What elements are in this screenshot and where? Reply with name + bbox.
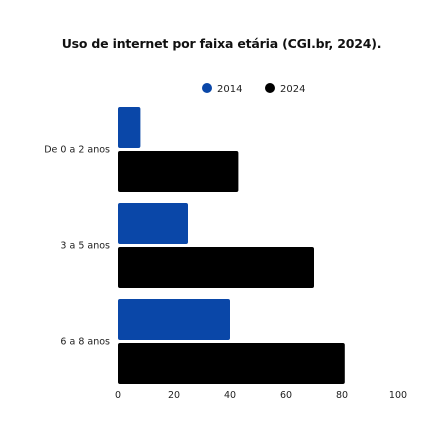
x-tick-label: 100 bbox=[389, 390, 407, 401]
x-axis-labels: 0 20 40 60 80 100 bbox=[115, 390, 407, 401]
bars-group bbox=[118, 107, 345, 384]
y-tick-label: 6 a 8 anos bbox=[60, 337, 110, 348]
legend-swatch-2024 bbox=[265, 83, 275, 93]
bar-2024-1 bbox=[118, 151, 239, 192]
y-tick-label: 3 a 5 anos bbox=[60, 241, 110, 252]
y-axis-labels: De 0 a 2 anos 3 a 5 anos 6 a 8 anos bbox=[44, 145, 110, 348]
legend: 2014 2024 bbox=[202, 83, 305, 95]
bar-2014-1 bbox=[118, 107, 141, 148]
x-tick-label: 20 bbox=[168, 390, 180, 401]
chart-title: Uso de internet por faixa etária (CGI.br… bbox=[61, 36, 382, 51]
legend-swatch-2014 bbox=[202, 83, 212, 93]
legend-label-2024: 2024 bbox=[280, 84, 305, 95]
x-tick-label: 0 bbox=[115, 390, 121, 401]
bar-2024-2 bbox=[118, 247, 314, 288]
x-tick-label: 60 bbox=[280, 390, 292, 401]
y-tick-label: De 0 a 2 anos bbox=[44, 145, 110, 156]
x-tick-label: 40 bbox=[224, 390, 236, 401]
bar-2014-3 bbox=[118, 299, 230, 340]
legend-label-2014: 2014 bbox=[217, 84, 242, 95]
bar-2014-2 bbox=[118, 203, 188, 244]
x-tick-label: 80 bbox=[336, 390, 348, 401]
bar-2024-3 bbox=[118, 343, 345, 384]
